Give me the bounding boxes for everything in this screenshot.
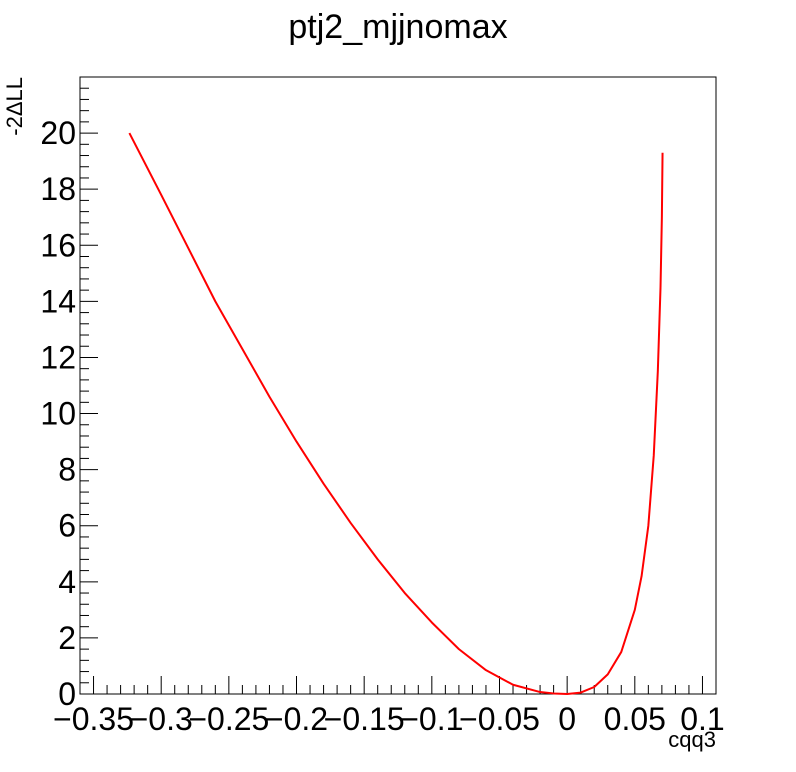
y-tick-label: 16 — [40, 227, 76, 263]
x-tick-label: −0.05 — [459, 701, 540, 737]
chart-title: ptj2_mjjnomax — [288, 8, 507, 46]
x-axis-label: cqq3 — [668, 727, 716, 752]
plot-frame — [79, 76, 717, 695]
series-layer — [128, 132, 664, 695]
y-tick-label: 6 — [58, 508, 76, 544]
x-tick-label: 0.05 — [604, 701, 666, 737]
x-tick-label: −0.35 — [53, 701, 134, 737]
series-line-0 — [128, 132, 664, 695]
y-tick-label: 14 — [40, 283, 76, 319]
x-tick-label: 0 — [558, 701, 576, 737]
y-tick-label: 2 — [58, 620, 76, 656]
x-axis: −0.35−0.3−0.25−0.2−0.15−0.1−0.05 0 0.05 0.1 — [53, 676, 725, 737]
x-tick-label: 0.1 — [680, 701, 724, 737]
y-tick-label: 18 — [40, 171, 76, 207]
x-tick-label: −0.1 — [400, 701, 463, 737]
x-tick-label: −0.2 — [265, 701, 328, 737]
y-tick-label: 4 — [58, 564, 76, 600]
y-tick-label: 20 — [40, 115, 76, 151]
x-tick-label: −0.3 — [130, 701, 193, 737]
y-axis-label: -2ΔLL — [2, 77, 27, 136]
y-tick-label: 0 — [58, 676, 76, 712]
x-tick-label: −0.15 — [324, 701, 405, 737]
y-axis: 0 2 4 6 8 10 12 14 16 18 20 — [40, 87, 98, 712]
y-tick-label: 8 — [58, 452, 76, 488]
y-tick-label: 12 — [40, 339, 76, 375]
x-tick-label: −0.25 — [188, 701, 269, 737]
y-tick-label: 10 — [40, 396, 76, 432]
